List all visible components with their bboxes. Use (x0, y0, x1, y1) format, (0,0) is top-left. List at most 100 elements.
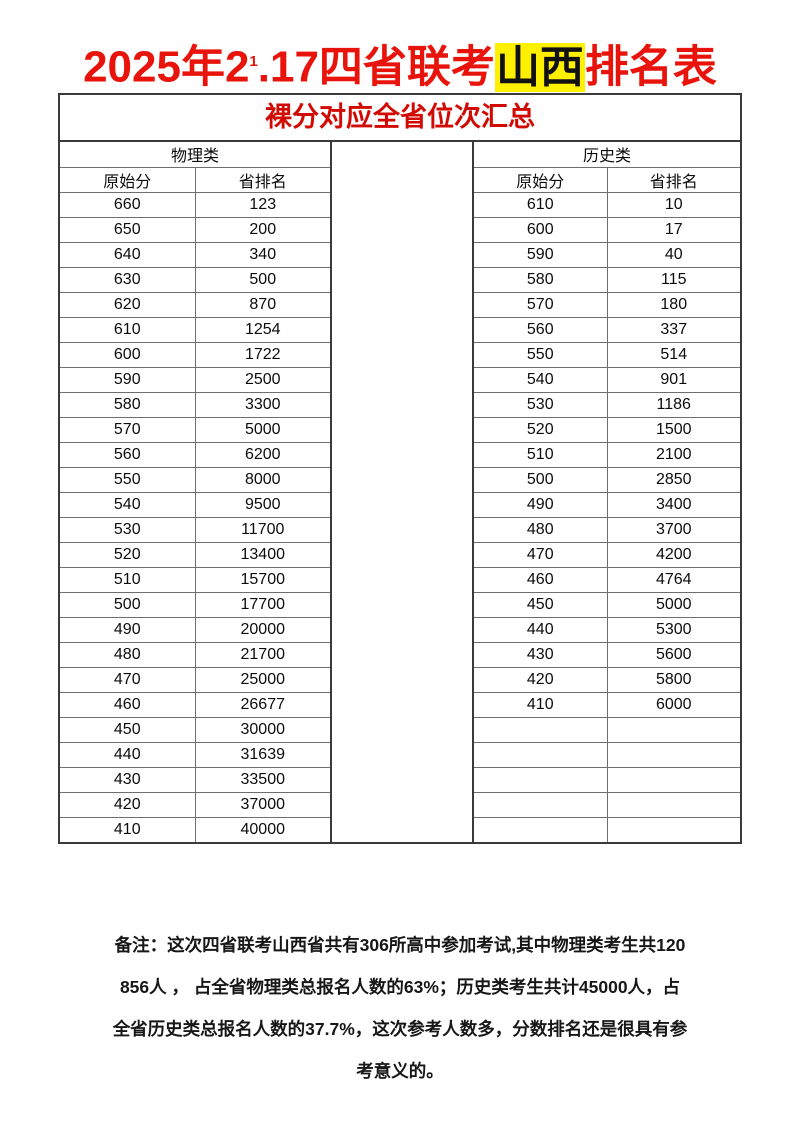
cell-score: 560 (474, 317, 607, 343)
cell-score: 590 (60, 367, 195, 393)
table-row (474, 792, 740, 818)
table-row: 480 3700 (474, 517, 740, 543)
cell-rank: 4200 (606, 542, 740, 568)
cell-rank (606, 817, 740, 842)
physics-col-header-rank: 省排名 (194, 167, 330, 193)
cell-score: 440 (474, 617, 607, 643)
table-row: 560 337 (474, 317, 740, 343)
cell-score: 490 (60, 617, 195, 643)
cell-score: 540 (60, 492, 195, 518)
cell-score: 510 (60, 567, 195, 593)
cell-rank: 30000 (194, 717, 330, 743)
table-row: 580 115 (474, 267, 740, 293)
cell-rank: 13400 (194, 542, 330, 568)
table-row: 570 180 (474, 292, 740, 318)
table-row: 510 2100 (474, 442, 740, 468)
tables-grid: 物理类 原始分 省排名 660 123 650 200 640 340 630 500 … (60, 142, 740, 842)
table-row: 410 40000 (60, 817, 330, 842)
cell-score: 660 (60, 192, 195, 218)
table-row: 570 5000 (60, 417, 330, 443)
cell-score (474, 742, 607, 768)
cell-score: 420 (474, 667, 607, 693)
cell-score: 420 (60, 792, 195, 818)
cell-score: 500 (474, 467, 607, 493)
cell-rank: 37000 (194, 792, 330, 818)
cell-rank: 340 (194, 242, 330, 268)
cell-rank: 5000 (606, 592, 740, 618)
table-row: 590 40 (474, 242, 740, 268)
cell-rank: 9500 (194, 492, 330, 518)
cell-score: 640 (60, 242, 195, 268)
table-row: 540 9500 (60, 492, 330, 518)
table-row (474, 742, 740, 768)
table-row: 530 11700 (60, 517, 330, 543)
cell-rank: 25000 (194, 667, 330, 693)
cell-rank: 17 (606, 217, 740, 243)
cell-rank: 17700 (194, 592, 330, 618)
table-row: 440 31639 (60, 742, 330, 768)
table-row: 500 17700 (60, 592, 330, 618)
table-row: 520 13400 (60, 542, 330, 568)
cell-rank: 6000 (606, 692, 740, 718)
physics-group-label: 物理类 (60, 142, 330, 168)
physics-table: 物理类 原始分 省排名 660 123 650 200 640 340 630 500 … (60, 142, 330, 842)
cell-rank: 10 (606, 192, 740, 218)
table-row: 460 4764 (474, 567, 740, 593)
history-table: 历史类 原始分 省排名 610 10 600 17 590 40 580 115 570… (474, 142, 740, 842)
cell-score: 600 (60, 342, 195, 368)
middle-spacer-cell (332, 142, 472, 842)
title-highlight-shanxi: 山西 (494, 42, 585, 92)
table-row: 580 3300 (60, 392, 330, 418)
table-row (474, 717, 740, 743)
cell-score: 460 (60, 692, 195, 718)
table-row: 520 1500 (474, 417, 740, 443)
table-row: 600 1722 (60, 342, 330, 368)
table-row: 640 340 (60, 242, 330, 268)
cell-score: 430 (474, 642, 607, 668)
cell-score: 590 (474, 242, 607, 268)
cell-score: 410 (474, 692, 607, 718)
cell-rank: 31639 (194, 742, 330, 768)
table-row: 600 17 (474, 217, 740, 243)
title-superscript: 1 (249, 53, 258, 70)
cell-rank: 11700 (194, 517, 330, 543)
table-row: 450 30000 (60, 717, 330, 743)
footnote-line-2: 856人 ， 占全省物理类总报名人数的63%；历史类考生共计45000人，占 (119, 977, 681, 997)
footnote-line-3: 全省历史类总报名人数的37.7%，这次参考人数多，分数排名还是很具有参 (112, 1019, 688, 1039)
cell-rank: 3400 (606, 492, 740, 518)
physics-col-header-score: 原始分 (60, 167, 195, 193)
title-part-1: 2025年2 (83, 42, 250, 92)
table-row: 440 5300 (474, 617, 740, 643)
footnote-line-1: 备注：这次四省联考山西省共有306所高中参加考试,其中物理类考生共120 (114, 935, 686, 955)
cell-score: 550 (474, 342, 607, 368)
cell-score: 530 (474, 392, 607, 418)
cell-rank (606, 792, 740, 818)
cell-score: 650 (60, 217, 195, 243)
cell-score: 430 (60, 767, 195, 793)
cell-rank: 1254 (194, 317, 330, 343)
table-row: 490 3400 (474, 492, 740, 518)
cell-score: 510 (474, 442, 607, 468)
cell-rank: 5000 (194, 417, 330, 443)
physics-table-body: 物理类 原始分 省排名 660 123 650 200 640 340 630 500 … (60, 142, 330, 842)
cell-rank: 4764 (606, 567, 740, 593)
cell-rank: 901 (606, 367, 740, 393)
cell-rank: 514 (606, 342, 740, 368)
ranking-sheet: 裸分对应全省位次汇总 物理类 原始分 省排名 660 123 650 200 640… (58, 93, 742, 844)
history-table-body: 历史类 原始分 省排名 610 10 600 17 590 40 580 115 570… (474, 142, 740, 842)
table-row: 460 26677 (60, 692, 330, 718)
title-part-2: .17四省联考 (257, 42, 495, 92)
cell-rank: 500 (194, 267, 330, 293)
cell-rank: 870 (194, 292, 330, 318)
cell-rank: 200 (194, 217, 330, 243)
history-table-column: 历史类 原始分 省排名 610 10 600 17 590 40 580 115 570… (474, 142, 740, 842)
table-row: 630 500 (60, 267, 330, 293)
table-row: 620 870 (60, 292, 330, 318)
history-group-label: 历史类 (474, 142, 740, 168)
table-row: 420 5800 (474, 667, 740, 693)
sheet-subtitle: 裸分对应全省位次汇总 (60, 95, 740, 142)
table-row: 550 514 (474, 342, 740, 368)
table-row: 430 5600 (474, 642, 740, 668)
cell-rank: 1500 (606, 417, 740, 443)
cell-rank: 21700 (194, 642, 330, 668)
